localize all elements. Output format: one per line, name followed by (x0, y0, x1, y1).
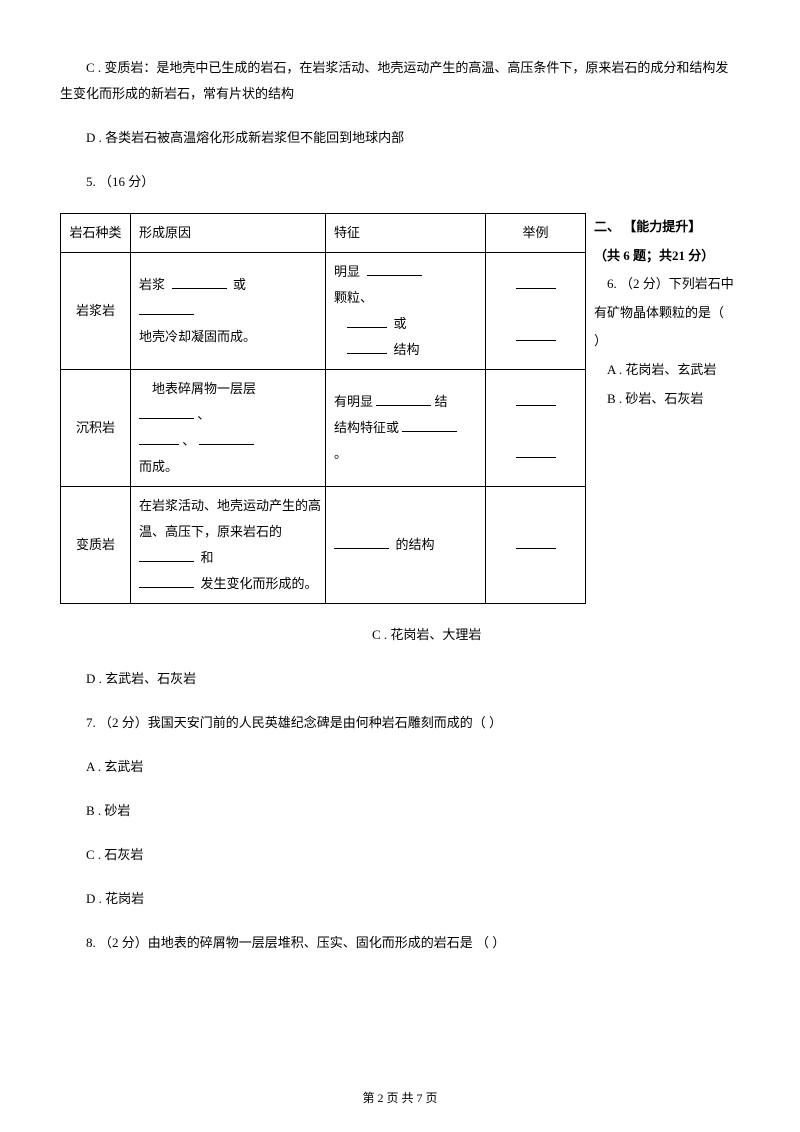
text: 岩浆 (139, 277, 165, 292)
blank (516, 328, 556, 341)
text: 的结构 (396, 537, 435, 552)
text: 而成。 (139, 459, 178, 474)
q7-option-a: A . 玄武岩 (60, 754, 740, 780)
cell-example-1 (486, 253, 586, 370)
blank (347, 341, 387, 354)
q6-option-a: A . 花岗岩、玄武岩 (607, 362, 716, 377)
text: 明显 (334, 264, 360, 279)
text: 地壳冷却凝固而成。 (139, 329, 256, 344)
blank (139, 575, 194, 588)
section-2-title: 二、 【能力提升】 (594, 219, 701, 234)
cell-example-3 (486, 487, 586, 604)
text: 发生变化而形成的。 (201, 576, 318, 591)
text: 颗粒、 (334, 290, 373, 305)
blank (334, 536, 389, 549)
option-c-text: C . 变质岩：是地壳中已生成的岩石，在岩浆活动、地壳运动产生的高温、高压条件下… (60, 55, 740, 107)
q6-option-d: D . 玄武岩、石灰岩 (60, 666, 740, 692)
cell-type-1: 岩浆岩 (61, 253, 131, 370)
blank (376, 393, 431, 406)
cell-example-2 (486, 370, 586, 487)
table-row: 沉积岩 地表碎屑物一层层 、 、 而成。 有明显 结 结构特征或 。 (61, 370, 586, 487)
blank (402, 419, 457, 432)
blank (172, 276, 227, 289)
question-5-head: 5. （16 分） (60, 169, 740, 195)
text: 和 (201, 550, 214, 565)
cell-feature-1: 明显 颗粒、 或 结构 (326, 253, 486, 370)
text: 有明显 (334, 394, 373, 409)
text: 。 (334, 446, 347, 461)
cell-cause-1: 岩浆 或 地壳冷却凝固而成。 (131, 253, 326, 370)
blank (139, 406, 194, 419)
blank (199, 432, 254, 445)
text: 或 (233, 277, 246, 292)
cell-type-2: 沉积岩 (61, 370, 131, 487)
blank (516, 276, 556, 289)
cell-cause-3: 在岩浆活动、地壳运动产生的高温、高压下，原来岩石的 和 发生变化而形成的。 (131, 487, 326, 604)
text: 结构 (394, 342, 420, 357)
blank (139, 302, 194, 315)
blank (347, 315, 387, 328)
rock-table: 岩石种类 形成原因 特征 举例 岩浆岩 岩浆 或 地壳冷却凝固而成。 明显 颗粒… (60, 213, 586, 604)
question-8: 8. （2 分）由地表的碎屑物一层层堆积、压实、固化而形成的岩石是 （ ） (60, 930, 740, 956)
table-header-row: 岩石种类 形成原因 特征 举例 (61, 214, 586, 253)
blank (516, 393, 556, 406)
blank (139, 432, 179, 445)
option-d-text: D . 各类岩石被高温熔化形成新岩浆但不能回到地球内部 (60, 125, 740, 151)
text: 在岩浆活动、地壳运动产生的高温、高压下，原来岩石的 (139, 498, 321, 539)
th-feature: 特征 (326, 214, 486, 253)
page-footer: 第 2 页 共 7 页 (0, 1089, 800, 1107)
q7-option-c: C . 石灰岩 (60, 842, 740, 868)
text: 、 (182, 433, 195, 448)
cell-feature-3: 的结构 (326, 487, 486, 604)
blank (367, 263, 422, 276)
section-2-subtitle: （共 6 题；共21 分） (594, 248, 714, 263)
table-row: 变质岩 在岩浆活动、地壳运动产生的高温、高压下，原来岩石的 和 发生变化而形成的… (61, 487, 586, 604)
blank (516, 445, 556, 458)
question-7: 7. （2 分）我国天安门前的人民英雄纪念碑是由何种岩石雕刻而成的（ ） (60, 710, 740, 736)
text: 结构特征或 (334, 420, 399, 435)
th-type: 岩石种类 (61, 214, 131, 253)
q6-option-c: C . 花岗岩、大理岩 (60, 622, 740, 648)
blank (139, 549, 194, 562)
text: 地表碎屑物一层层 (152, 381, 256, 396)
q6-option-b: B . 砂岩、石灰岩 (607, 391, 703, 406)
q7-option-d: D . 花岗岩 (60, 886, 740, 912)
question-6: 6. （2 分）下列岩石中有矿物晶体颗粒的是（ ） (594, 276, 734, 348)
th-example: 举例 (486, 214, 586, 253)
th-cause: 形成原因 (131, 214, 326, 253)
cell-cause-2: 地表碎屑物一层层 、 、 而成。 (131, 370, 326, 487)
cell-type-3: 变质岩 (61, 487, 131, 604)
table-row: 岩浆岩 岩浆 或 地壳冷却凝固而成。 明显 颗粒、 或 结构 (61, 253, 586, 370)
cell-feature-2: 有明显 结 结构特征或 。 (326, 370, 486, 487)
blank (516, 536, 556, 549)
text: 、 (197, 407, 210, 422)
text: 或 (394, 316, 407, 331)
q7-option-b: B . 砂岩 (60, 798, 740, 824)
